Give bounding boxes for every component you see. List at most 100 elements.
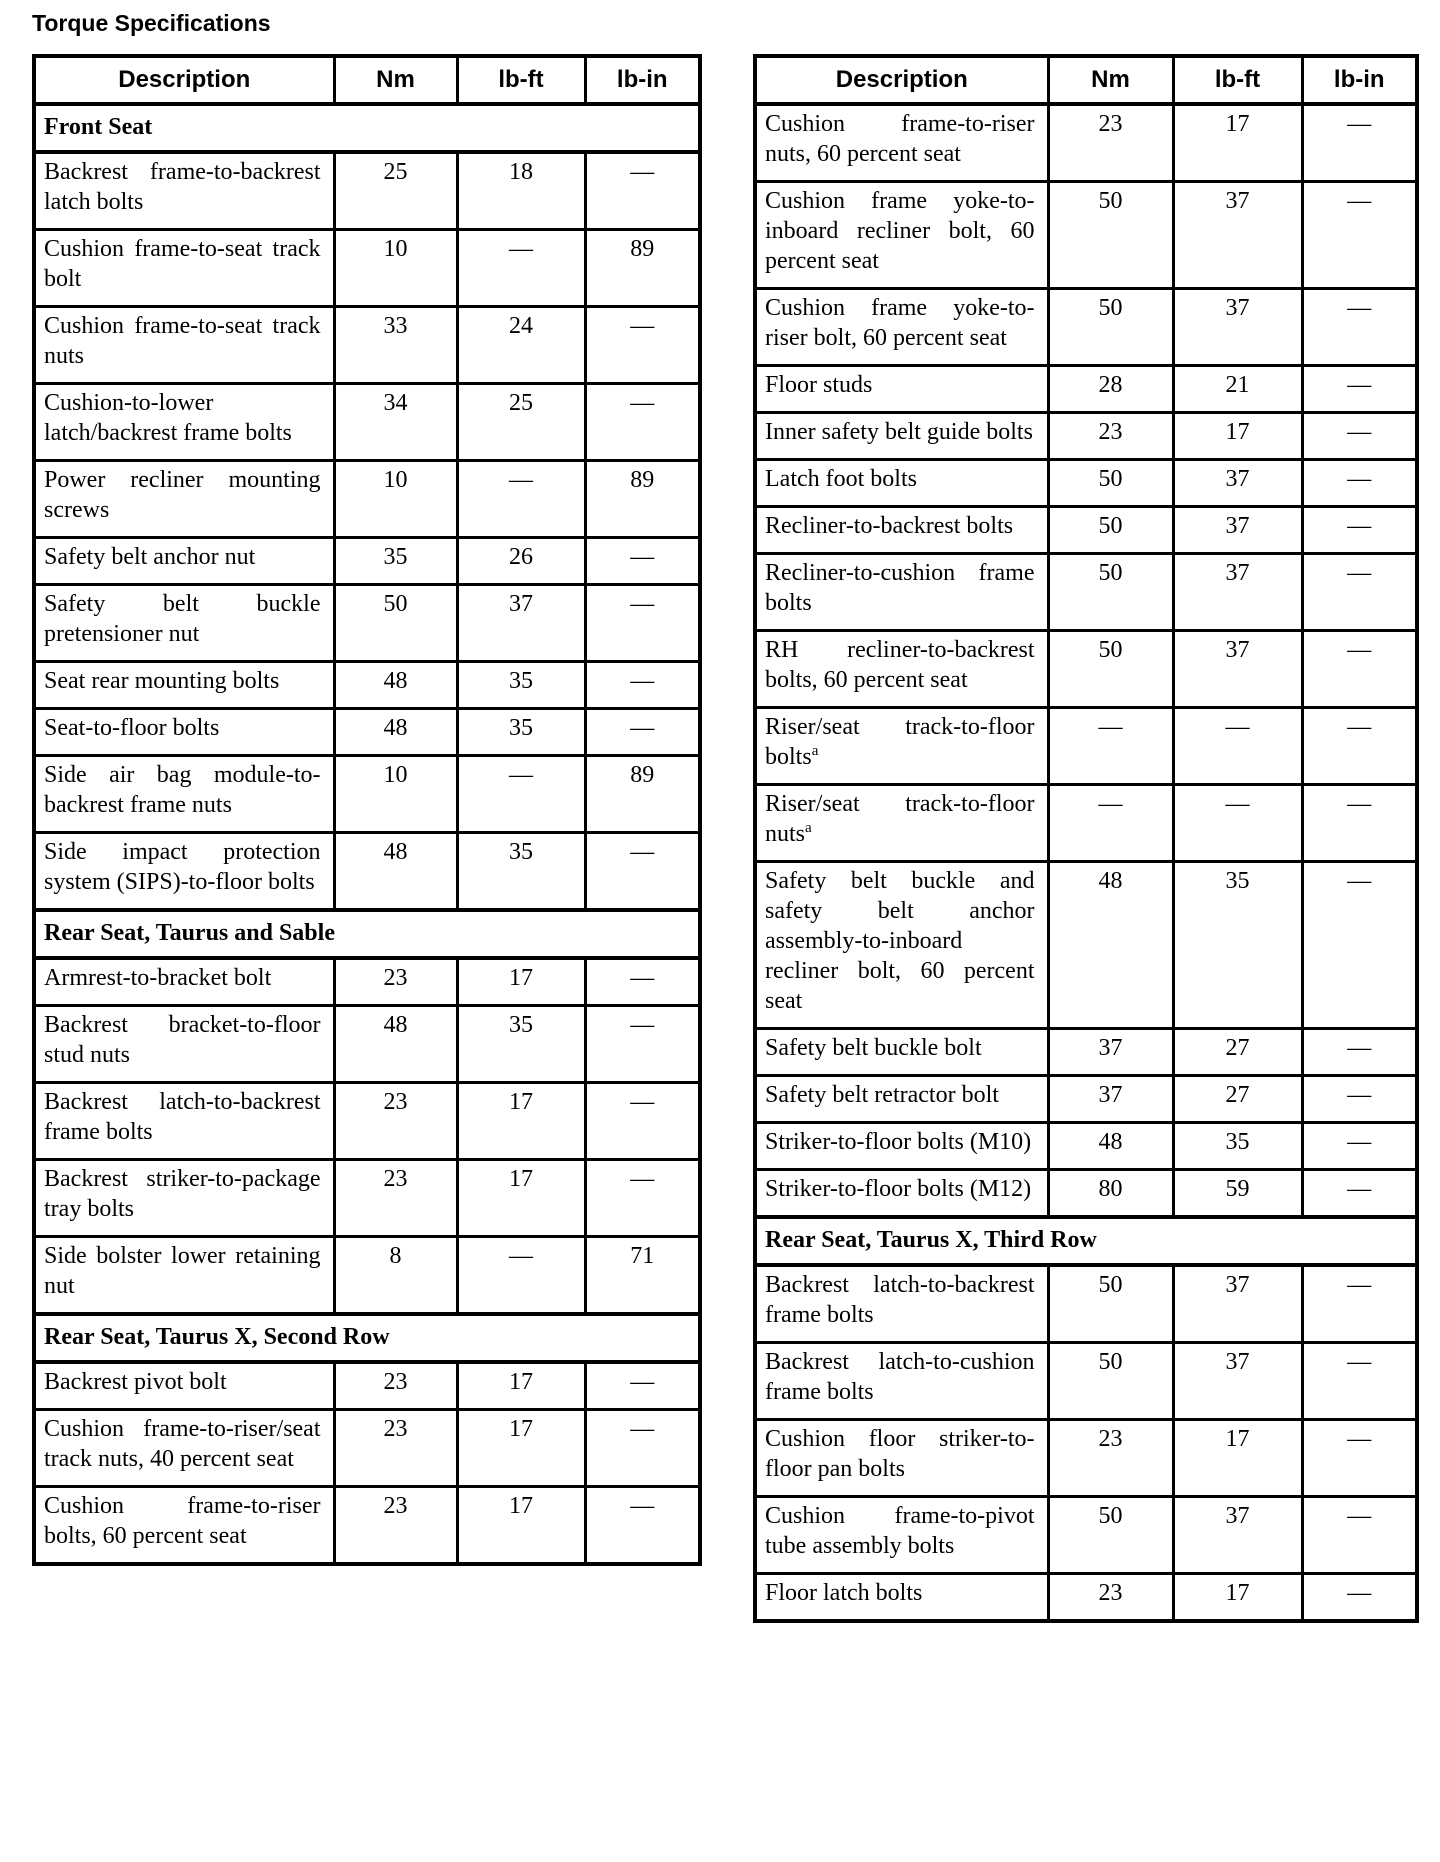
- lbft-value-cell: 27: [1171, 1074, 1304, 1124]
- lbft-value-cell: 37: [1171, 1263, 1304, 1344]
- spec-row: Seat rear mounting bolts 48 35—: [32, 660, 702, 710]
- description-text: Riser/seat track-to-floor bolts: [765, 714, 1035, 770]
- spec-row: Backrest pivot bolt 23 17—: [32, 1360, 702, 1411]
- lbft-value-cell: 37: [1171, 1341, 1304, 1421]
- nm-value-cell: 33: [332, 305, 459, 385]
- nm-value-cell: 37: [1046, 1074, 1175, 1124]
- description-text: Cushion frame-to-riser/seat track nuts, …: [44, 1416, 321, 1472]
- nm-value-cell: 50: [1046, 180, 1175, 290]
- description-text: Cushion frame-to-riser bolts, 60 percent…: [44, 1493, 321, 1549]
- spec-row: Backrest latch-to-cushion frame bolts 50 3…: [753, 1341, 1419, 1421]
- description-text: Safety belt buckle and safety belt ancho…: [765, 868, 1035, 1014]
- lbin-value-cell: —: [1300, 287, 1419, 367]
- description-cell: Side impact protection system (SIPS)-to-…: [32, 831, 336, 912]
- lbft-value-cell: 37: [1171, 458, 1304, 508]
- lbin-value-cell: —: [1300, 1263, 1419, 1344]
- nm-value-cell: 50: [332, 583, 459, 663]
- section-header: Rear Seat, Taurus X, Third Row: [753, 1215, 1419, 1267]
- lbin-value-cell: —: [583, 660, 702, 710]
- lbft-value-cell: 24: [455, 305, 587, 385]
- column-header-description: Description: [32, 54, 336, 106]
- description-cell: Safety belt buckle bolt: [753, 1027, 1050, 1077]
- lbin-value-cell: —: [583, 382, 702, 462]
- section-header: Rear Seat, Taurus and Sable: [32, 908, 702, 960]
- section-header: Front Seat: [32, 102, 702, 154]
- lbin-value-cell: —: [1300, 1572, 1419, 1623]
- nm-value-cell: 23: [332, 1485, 459, 1566]
- description-cell: Recliner-to-backrest bolts: [753, 505, 1050, 555]
- spec-row: Safety belt buckle pretensioner nut 50 37—: [32, 583, 702, 663]
- description-cell: Striker-to-floor bolts (M12): [753, 1168, 1050, 1219]
- column-header-lbft: lb-ft: [1171, 54, 1304, 106]
- description-cell: Cushion frame yoke-to-riser bolt, 60 per…: [753, 287, 1050, 367]
- description-text: Recliner-to-cushion frame bolts: [765, 560, 1035, 616]
- lbft-value-cell: 17: [1171, 411, 1304, 461]
- description-cell: Inner safety belt guide bolts: [753, 411, 1050, 461]
- lbft-value-cell: 37: [1171, 287, 1304, 367]
- lbin-value-cell: —: [1300, 629, 1419, 709]
- lbft-value-cell: 17: [1171, 1418, 1304, 1498]
- description-text: RH recliner-to-backrest bolts, 60 percen…: [765, 637, 1035, 693]
- lbft-value-cell: 18: [455, 150, 587, 231]
- nm-value-cell: —: [1046, 706, 1175, 786]
- spec-row: Cushion floor striker-to-floor pan bolts…: [753, 1418, 1419, 1498]
- lbft-value-cell: 26: [455, 536, 587, 586]
- lbin-value-cell: —: [583, 1408, 702, 1488]
- nm-value-cell: 50: [1046, 552, 1175, 632]
- spec-row: Cushion frame-to-riser nuts, 60 percent …: [753, 102, 1419, 183]
- nm-value-cell: 50: [1046, 629, 1175, 709]
- description-cell: Seat-to-floor bolts: [32, 707, 336, 757]
- spec-row: Power recliner mounting screws 10—89: [32, 459, 702, 539]
- nm-value-cell: 48: [332, 707, 459, 757]
- lbin-value-cell: —: [583, 583, 702, 663]
- nm-value-cell: 50: [1046, 1495, 1175, 1575]
- description-cell: Armrest-to-bracket bolt: [32, 956, 336, 1007]
- nm-value-cell: 23: [332, 1081, 459, 1161]
- lbft-value-cell: 35: [455, 707, 587, 757]
- lbin-value-cell: —: [1300, 102, 1419, 183]
- description-text: Riser/seat track-to-floor nuts: [765, 791, 1035, 847]
- description-text: Backrest pivot bolt: [44, 1369, 227, 1395]
- lbft-value-cell: 35: [455, 831, 587, 912]
- description-cell: Cushion frame-to-riser nuts, 60 percent …: [753, 102, 1050, 183]
- section-row: Front Seat: [32, 102, 702, 154]
- spec-row: Cushion frame-to-riser/seat track nuts, …: [32, 1408, 702, 1488]
- description-cell: Safety belt retractor bolt: [753, 1074, 1050, 1124]
- lbft-value-cell: 17: [455, 1408, 587, 1488]
- spec-row: Cushion frame-to-riser bolts, 60 percent…: [32, 1485, 702, 1566]
- nm-value-cell: 10: [332, 754, 459, 834]
- lbin-value-cell: —: [1300, 1341, 1419, 1421]
- column-header-nm: Nm: [332, 54, 459, 106]
- lbin-value-cell: —: [583, 1004, 702, 1084]
- nm-value-cell: 28: [1046, 364, 1175, 414]
- lbft-value-cell: 37: [1171, 1495, 1304, 1575]
- torque-table-right: Description Nm lb-ft lb-in Cushion frame…: [753, 54, 1419, 1623]
- lbft-value-cell: 35: [455, 660, 587, 710]
- lbin-value-cell: —: [1300, 1168, 1419, 1219]
- lbft-value-cell: 37: [1171, 505, 1304, 555]
- description-text: Cushion floor striker-to-floor pan bolts: [765, 1426, 1035, 1482]
- description-text: Cushion frame-to-pivot tube assembly bol…: [765, 1503, 1035, 1559]
- column-header-nm: Nm: [1046, 54, 1175, 106]
- lbin-value-cell: —: [1300, 1121, 1419, 1171]
- description-cell: Cushion frame yoke-to-inboard recliner b…: [753, 180, 1050, 290]
- spec-row: RH recliner-to-backrest bolts, 60 percen…: [753, 629, 1419, 709]
- description-text: Inner safety belt guide bolts: [765, 419, 1033, 445]
- nm-value-cell: 50: [1046, 458, 1175, 508]
- spec-row: Backrest striker-to-package tray bolts 23…: [32, 1158, 702, 1238]
- spec-row: Backrest latch-to-backrest frame bolts 50…: [753, 1263, 1419, 1344]
- description-cell: Cushion frame-to-seat track bolt: [32, 228, 336, 308]
- spec-row: Inner safety belt guide bolts 23 17—: [753, 411, 1419, 461]
- description-cell: Safety belt anchor nut: [32, 536, 336, 586]
- description-cell: Cushion floor striker-to-floor pan bolts: [753, 1418, 1050, 1498]
- nm-value-cell: 23: [332, 1408, 459, 1488]
- spec-row: Cushion frame yoke-to-riser bolt, 60 per…: [753, 287, 1419, 367]
- lbft-value-cell: 35: [1171, 1121, 1304, 1171]
- nm-value-cell: 48: [1046, 1121, 1175, 1171]
- lbft-value-cell: 17: [455, 1081, 587, 1161]
- lbin-value-cell: 89: [583, 754, 702, 834]
- description-text: Cushion frame-to-seat track bolt: [44, 236, 321, 292]
- description-cell: Floor studs: [753, 364, 1050, 414]
- description-text: Cushion frame-to-riser nuts, 60 percent …: [765, 111, 1035, 167]
- lbft-value-cell: 37: [1171, 629, 1304, 709]
